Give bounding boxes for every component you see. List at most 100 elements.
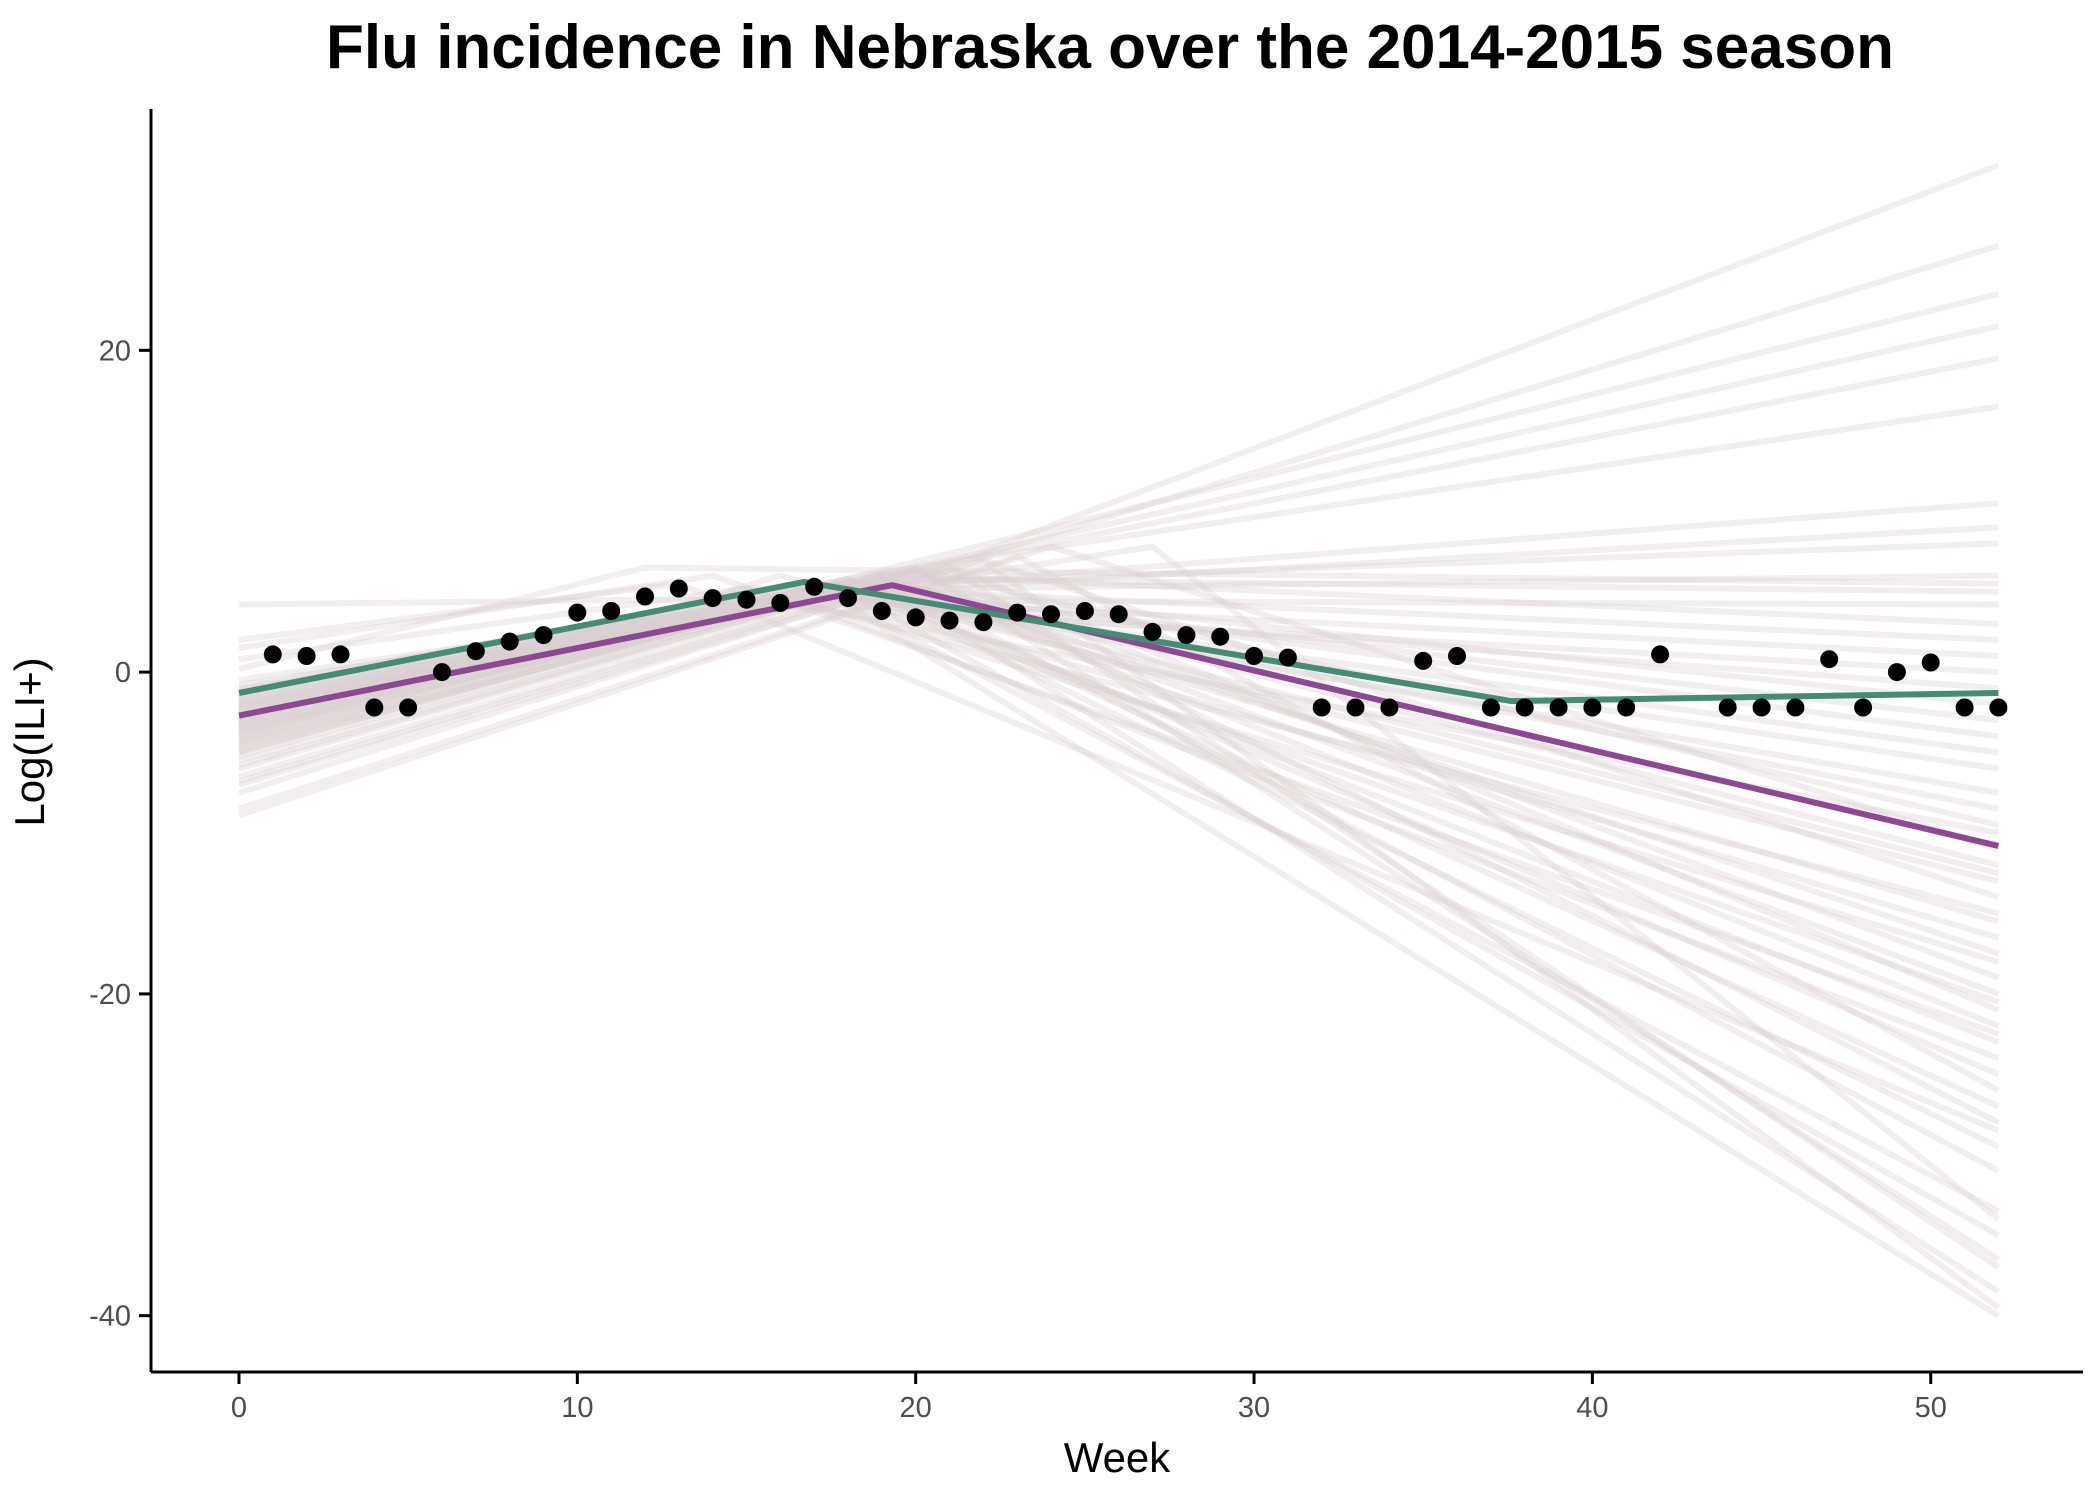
posterior-draw-line xyxy=(238,553,2000,1094)
posterior-draw-line xyxy=(238,580,2000,925)
observed-point xyxy=(1481,698,1500,717)
observed-point xyxy=(1651,645,1670,664)
observed-point xyxy=(1718,698,1737,717)
observed-point xyxy=(534,626,553,645)
observed-point xyxy=(940,611,959,630)
observed-point xyxy=(771,593,790,612)
observed-point xyxy=(1887,663,1906,682)
x-tick-label: 20 xyxy=(900,1392,932,1424)
posterior-draw-line xyxy=(238,574,2000,1029)
y-tick-label: 0 xyxy=(115,657,131,689)
chart-title: Flu incidence in Nebraska over the 2014-… xyxy=(326,13,1894,82)
posterior-draw-line xyxy=(238,575,1999,737)
posterior-draw-line xyxy=(238,540,1999,663)
observed-point xyxy=(636,587,654,606)
posterior-draw-line xyxy=(238,571,1999,738)
posterior-draw-line xyxy=(238,242,2000,733)
observed-point xyxy=(703,589,722,608)
observed-point xyxy=(906,608,925,627)
posterior-draw-line xyxy=(238,567,2000,1126)
posterior-draw-line xyxy=(238,562,2000,1013)
observed-point xyxy=(263,645,282,664)
observed-point xyxy=(1109,605,1128,624)
posterior-draw-line xyxy=(238,577,2000,1110)
posterior-draw-line xyxy=(238,162,2000,750)
observed-point xyxy=(1143,622,1162,641)
posterior-draw-line xyxy=(238,323,2000,743)
observed-point xyxy=(1177,626,1196,645)
x-axis-label: Week xyxy=(1064,1434,1172,1481)
observed-point xyxy=(1211,627,1230,646)
observed-point xyxy=(365,698,384,717)
observed-point xyxy=(1042,605,1060,624)
observed-point xyxy=(1346,698,1365,717)
observed-point xyxy=(1414,651,1433,670)
observed-point xyxy=(1245,647,1263,665)
observed-point xyxy=(1617,698,1636,717)
observed-point xyxy=(737,590,756,609)
posterior-draw-line xyxy=(238,543,2000,852)
observed-point xyxy=(974,613,993,632)
y-tick-label: -20 xyxy=(89,979,131,1011)
x-tick-label: 30 xyxy=(1238,1392,1270,1424)
observed-point xyxy=(602,602,621,620)
posterior-draw-line xyxy=(238,564,2001,1262)
observed-point xyxy=(1786,698,1805,717)
green-fit-line xyxy=(238,579,1999,705)
observed-point xyxy=(1854,698,1873,717)
observed-point xyxy=(1752,698,1771,717)
observed-point xyxy=(1989,698,2008,717)
posterior-draw-line xyxy=(238,566,2000,828)
observed-point xyxy=(839,589,857,608)
observed-point xyxy=(1549,698,1568,717)
x-tick-label: 10 xyxy=(561,1392,593,1424)
observed-point xyxy=(466,642,485,661)
posterior-draw-line xyxy=(238,572,2000,885)
observed-point xyxy=(1448,647,1466,665)
posterior-draw-line xyxy=(238,567,2000,981)
observed-point xyxy=(1820,650,1839,669)
observed-point xyxy=(805,577,824,596)
posterior-draw-line xyxy=(238,558,2001,1311)
posterior-draw-line xyxy=(238,572,2000,1037)
observed-point xyxy=(433,663,451,682)
x-tick-label: 40 xyxy=(1576,1392,1608,1424)
posterior-draw-line xyxy=(238,556,2000,901)
posterior-draw-line xyxy=(238,585,2000,917)
observed-point xyxy=(399,698,418,717)
observed-point xyxy=(1955,698,1974,717)
posterior-draw-line xyxy=(238,564,2001,1270)
observed-point xyxy=(500,632,519,651)
posterior-draw-line xyxy=(238,572,2000,997)
observed-point xyxy=(1380,698,1399,717)
observed-point xyxy=(1583,698,1602,717)
observed-point xyxy=(669,579,688,598)
observed-point xyxy=(331,645,350,664)
observed-point xyxy=(568,603,587,622)
posterior-draw-line xyxy=(238,579,2001,1295)
observed-point xyxy=(297,647,316,665)
x-axis-ticks: 0 10 20 30 40 50 xyxy=(231,1372,1947,1424)
observed-point xyxy=(1921,653,1940,672)
observed-point xyxy=(872,602,891,620)
fit-lines xyxy=(238,579,2000,849)
x-tick-label: 0 xyxy=(231,1392,247,1424)
x-tick-label: 50 xyxy=(1915,1392,1947,1424)
purple-fit-line xyxy=(238,582,2000,849)
observed-point xyxy=(1515,698,1534,717)
observed-point xyxy=(1008,603,1027,622)
y-tick-label: -40 xyxy=(89,1301,131,1333)
observed-point xyxy=(1312,698,1331,717)
posterior-draw-line xyxy=(238,403,1999,701)
observed-points xyxy=(263,577,2008,717)
posterior-draw-line xyxy=(238,572,2000,957)
posterior-draw-line xyxy=(238,355,1999,764)
posterior-draw-line xyxy=(238,564,1999,672)
posterior-draws xyxy=(238,162,2001,1319)
y-axis-ticks: -40 -20 0 20 xyxy=(89,335,151,1333)
observed-point xyxy=(1075,602,1094,620)
y-tick-label: 20 xyxy=(99,335,131,367)
observed-point xyxy=(1278,648,1297,667)
